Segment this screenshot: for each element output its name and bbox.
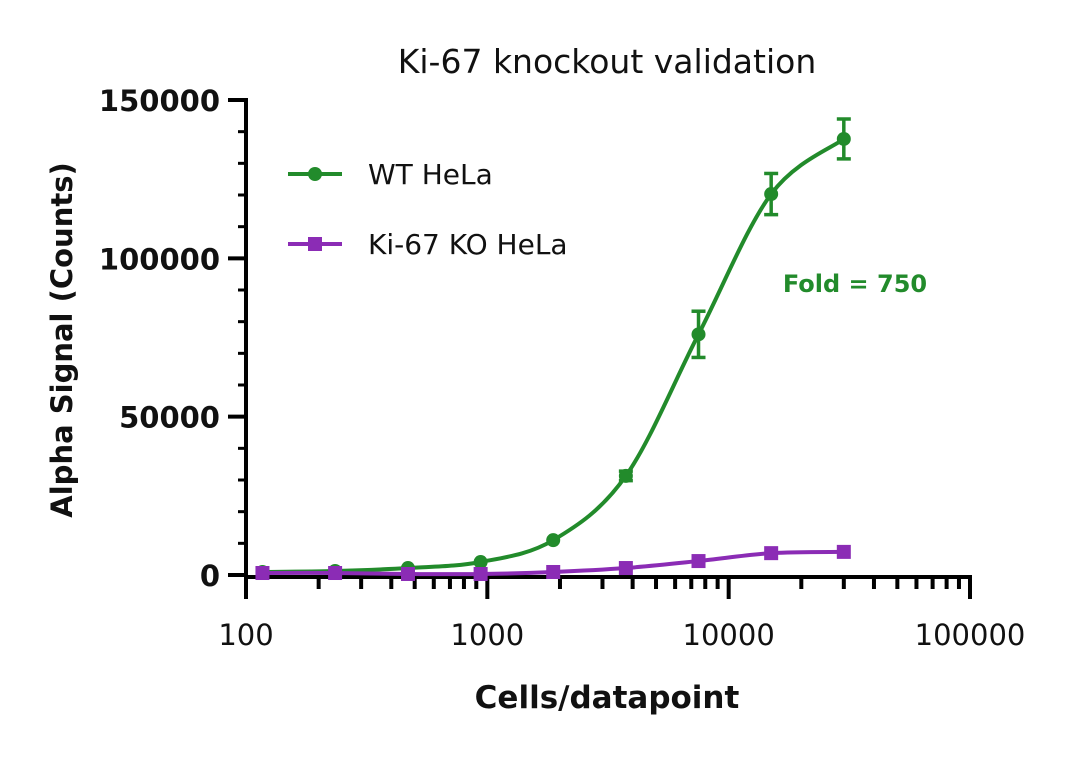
y-tick-label: 100000: [99, 242, 220, 276]
legend-marker-wt: [308, 167, 322, 181]
data-point-wt: [618, 468, 633, 483]
data-point-wt: [546, 533, 561, 548]
data-point-ko: [836, 544, 851, 559]
x-tick-label: 1000: [450, 618, 524, 652]
data-point-ko: [546, 564, 561, 579]
data-point-ko: [400, 566, 415, 581]
y-tick-label: 0: [200, 559, 220, 593]
chart-title: Ki-67 knockout validation: [398, 42, 817, 81]
data-marks: [255, 117, 851, 581]
data-point-ko: [473, 566, 488, 581]
data-point-ko: [255, 566, 270, 581]
y-tick-label: 150000: [99, 84, 220, 118]
x-tick-label: 10000: [683, 618, 775, 652]
data-point-wt: [473, 555, 488, 570]
legend: WT HeLa Ki-67 KO HeLa: [288, 158, 568, 261]
fold-annotation: Fold = 750: [783, 270, 927, 298]
curves: [262, 137, 846, 577]
legend-marker-ko: [308, 237, 322, 251]
data-point-wt: [836, 131, 851, 146]
legend-label-ko: Ki-67 KO HeLa: [368, 228, 568, 261]
y-tick-label: 50000: [119, 401, 220, 435]
data-point-ko: [328, 566, 343, 581]
legend-label-wt: WT HeLa: [368, 158, 493, 191]
series-curve-0: [262, 137, 846, 574]
data-point-ko: [691, 554, 706, 569]
axes: 100 1000 10000 100000 0 50000 100000 150000: [99, 84, 1025, 652]
data-point-wt: [764, 187, 779, 202]
data-point-ko: [764, 546, 779, 561]
data-point-wt: [691, 327, 706, 342]
y-axis-label: Alpha Signal (Counts): [45, 162, 79, 517]
x-tick-label: 100000: [915, 618, 1026, 652]
data-point-ko: [618, 561, 633, 576]
x-axis-label: Cells/datapoint: [475, 680, 740, 716]
x-tick-label: 100: [218, 618, 273, 652]
